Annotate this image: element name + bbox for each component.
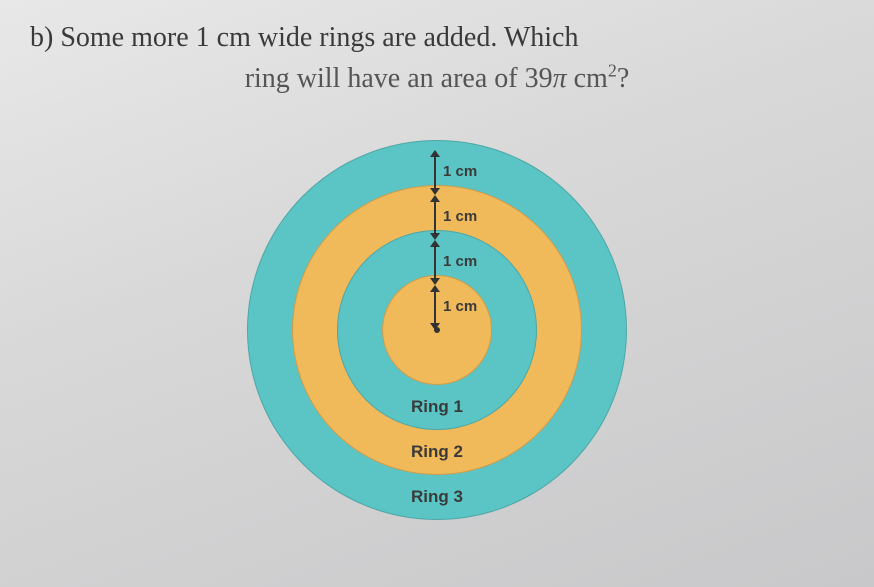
ring-label-1: Ring 1: [411, 397, 463, 417]
question-line-1: b) Some more 1 cm wide rings are added. …: [30, 18, 844, 57]
question-mark: ?: [617, 63, 629, 94]
width-value: 1 cm: [196, 22, 251, 53]
dimension-label: 1 cm: [443, 163, 477, 180]
part-label: b): [30, 22, 53, 53]
rings-figure: 1 cm 1 cm 1 cm 1 cm Ring 1 Ring 2 Ring 3: [247, 140, 627, 520]
question-text: b) Some more 1 cm wide rings are added. …: [0, 0, 874, 98]
dimension-label: 1 cm: [443, 208, 477, 225]
area-coeff: 39: [525, 63, 553, 94]
q-text: ring will have an area of: [245, 63, 518, 94]
pi-symbol: π: [553, 63, 567, 94]
area-exponent: 2: [608, 61, 617, 81]
q-text: wide rings are added. Which: [258, 22, 579, 53]
ring-label-2: Ring 2: [411, 442, 463, 462]
dimension-label: 1 cm: [443, 253, 477, 270]
question-line-2: ring will have an area of 39π cm2?: [30, 59, 844, 98]
ring-label-3: Ring 3: [411, 487, 463, 507]
dimension-label: 1 cm: [443, 298, 477, 315]
q-text: Some more: [60, 22, 188, 53]
area-unit: cm: [574, 63, 608, 94]
